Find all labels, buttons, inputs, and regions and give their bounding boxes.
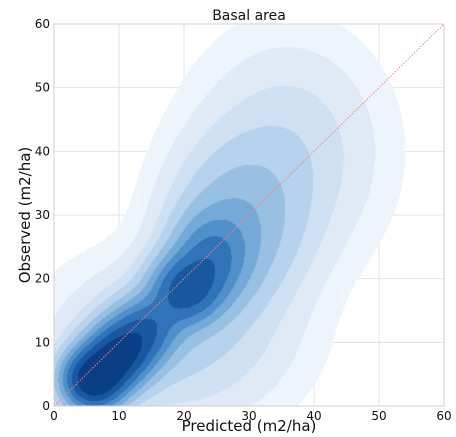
x-tick-label: 10 — [111, 409, 126, 423]
y-axis-ticks: 0 10 20 30 40 50 60 — [35, 17, 50, 413]
x-tick-label: 0 — [50, 409, 58, 423]
chart-title: Basal area — [212, 8, 286, 24]
x-axis-ticks: 0 10 20 30 40 50 60 — [50, 409, 451, 423]
plot-frame — [53, 23, 445, 407]
identity-line — [53, 23, 445, 407]
reference-line — [53, 23, 445, 407]
y-tick-label: 10 — [35, 335, 50, 349]
x-tick-label: 40 — [306, 409, 321, 423]
y-tick-label: 30 — [35, 208, 50, 222]
x-tick-label: 30 — [241, 409, 256, 423]
x-tick-label: 60 — [436, 409, 451, 423]
x-tick-label: 20 — [176, 409, 191, 423]
y-tick-label: 0 — [42, 399, 50, 413]
x-tick-label: 50 — [371, 409, 386, 423]
y-tick-label: 40 — [35, 144, 50, 158]
x-axis-label: Predicted (m2/ha) — [182, 417, 317, 433]
y-axis-label: Observed (m2/ha) — [16, 147, 34, 284]
y-tick-label: 50 — [35, 81, 50, 95]
y-tick-label: 60 — [35, 17, 50, 31]
y-tick-label: 20 — [35, 272, 50, 286]
